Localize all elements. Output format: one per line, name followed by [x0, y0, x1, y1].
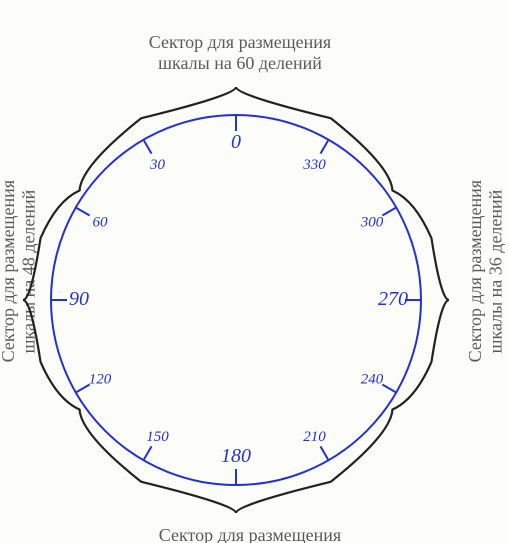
- dial-label: 0: [231, 131, 241, 153]
- diagram-stage: Сектор для размещения шкалы на 60 делени…: [0, 0, 508, 543]
- dial-tick: [382, 208, 396, 216]
- dial-label: 90: [69, 288, 89, 310]
- dial-tick: [382, 385, 396, 393]
- dial-tick: [321, 140, 329, 154]
- dial-label: 60: [93, 215, 109, 231]
- dial-label: 180: [221, 445, 251, 467]
- dial-tick: [76, 208, 90, 216]
- dial-label: 30: [149, 157, 166, 173]
- dial-tick: [76, 385, 90, 393]
- dial-tick: [144, 140, 152, 154]
- dial-label: 300: [360, 215, 384, 231]
- dial-label: 330: [302, 157, 326, 173]
- dial-label: 210: [303, 429, 326, 445]
- dial-label: 120: [89, 372, 112, 388]
- dial-svg: 0 90 180 270 30 60 120 150 210 240 300 330: [0, 0, 508, 543]
- dial-label: 150: [146, 429, 169, 445]
- dial-tick: [144, 446, 152, 460]
- dial-tick: [321, 446, 329, 460]
- dial-label: 270: [378, 288, 408, 310]
- dial-label: 240: [361, 372, 384, 388]
- dial-circle: [51, 115, 421, 485]
